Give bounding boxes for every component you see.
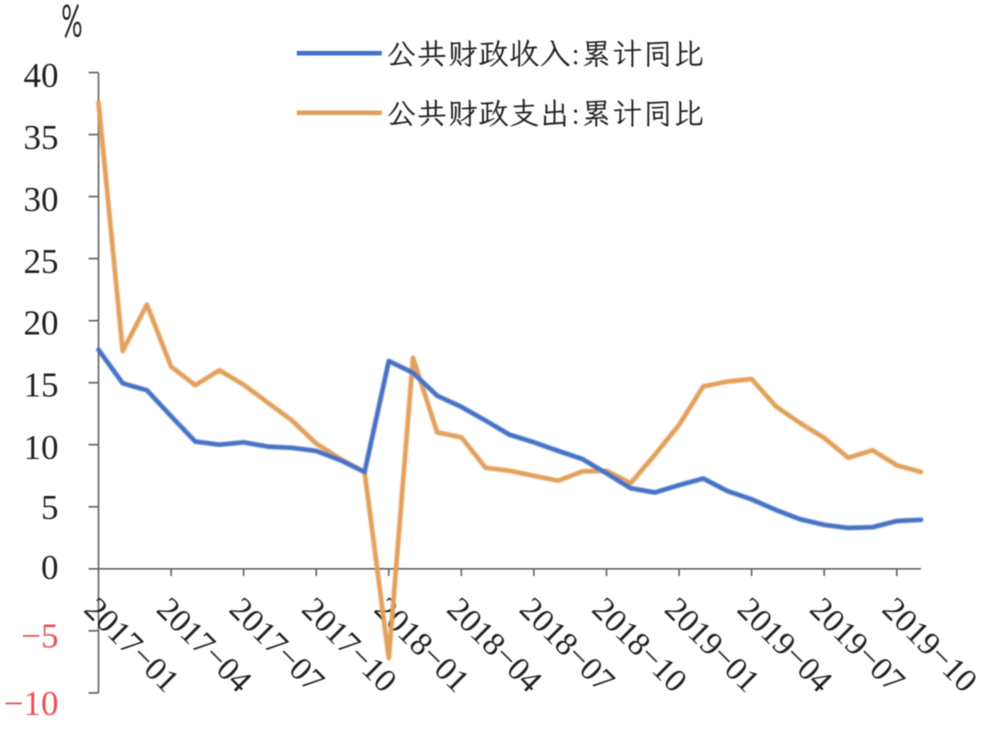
svg-text:0: 0 [41,548,59,587]
svg-text:−5: −5 [21,616,58,655]
svg-text:15: 15 [24,366,59,405]
svg-text:40: 40 [24,56,59,95]
svg-text:5: 5 [41,488,59,527]
svg-text:25: 25 [24,242,59,281]
svg-text:30: 30 [24,180,59,219]
svg-text:10: 10 [24,428,59,467]
svg-text:−10: −10 [4,684,59,723]
svg-text:35: 35 [24,118,59,157]
svg-text:20: 20 [24,304,59,343]
